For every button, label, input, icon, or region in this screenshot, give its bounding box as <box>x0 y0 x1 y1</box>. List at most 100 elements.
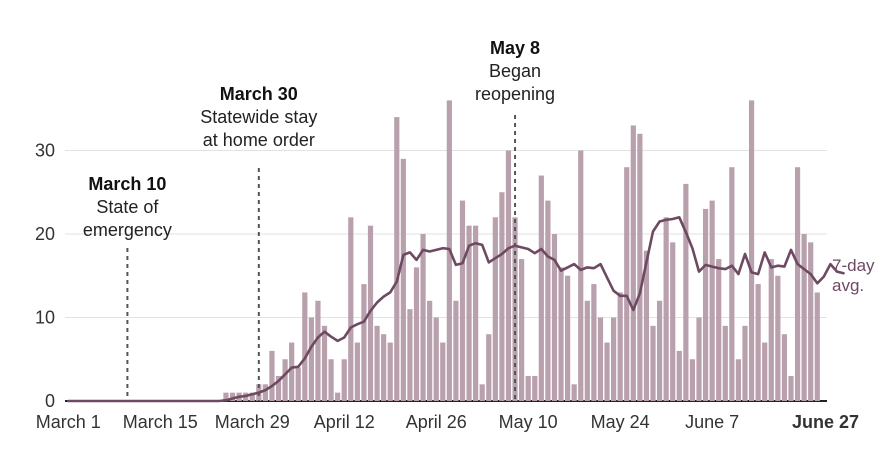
bar <box>676 350 682 401</box>
bar <box>742 325 748 401</box>
bar <box>499 192 505 401</box>
bar <box>604 342 610 401</box>
annotation-text: State of <box>96 197 159 217</box>
bar <box>433 317 439 401</box>
annotation-text: at home order <box>203 130 315 150</box>
bar <box>814 292 820 401</box>
bar <box>381 334 387 401</box>
bar <box>492 217 498 401</box>
bar <box>249 392 255 401</box>
bar <box>729 167 735 401</box>
bar <box>748 100 755 402</box>
bar <box>367 225 374 401</box>
bar <box>400 158 406 401</box>
bar <box>420 234 426 401</box>
bar <box>571 384 577 401</box>
bar <box>328 359 334 401</box>
bar <box>302 292 308 401</box>
bar <box>624 167 630 401</box>
bar <box>348 217 354 401</box>
x-tick-label: April 26 <box>406 412 467 432</box>
bar <box>735 359 742 401</box>
bar <box>295 367 301 401</box>
bar <box>282 359 288 401</box>
bar <box>440 342 446 401</box>
bar <box>584 300 590 401</box>
bar <box>768 259 774 401</box>
avg-line <box>67 216 845 403</box>
bar <box>538 175 544 401</box>
bar <box>354 342 360 401</box>
avg-label: 7-day avg. <box>832 256 875 295</box>
y-tick-label: 10 <box>35 308 55 328</box>
x-tick-label: June 7 <box>685 412 739 432</box>
bar <box>269 350 275 401</box>
bar <box>656 300 663 401</box>
x-tick-label: April 12 <box>314 412 375 432</box>
bar <box>610 317 617 401</box>
bar <box>755 284 761 401</box>
bar <box>591 284 597 401</box>
bar <box>801 234 807 401</box>
annotation-title: May 8 <box>490 38 540 58</box>
annotation-title: March 10 <box>88 174 166 194</box>
x-tick-label: May 24 <box>591 412 650 432</box>
y-tick-label: 20 <box>35 224 55 244</box>
bar <box>643 250 650 401</box>
bar <box>722 325 728 401</box>
bar <box>650 325 656 401</box>
bar <box>407 309 413 401</box>
y-tick-label: 0 <box>45 391 55 411</box>
bar <box>663 217 669 401</box>
annotations: March 10 State of emergency March 30 Statewi… <box>83 38 555 240</box>
bar <box>427 300 433 401</box>
annotation-text: Statewide stay <box>200 107 317 127</box>
bar <box>689 359 696 401</box>
bar <box>315 300 321 401</box>
bars <box>223 100 820 402</box>
avg-line-group <box>67 216 845 403</box>
bar <box>617 292 623 401</box>
bar <box>808 242 814 401</box>
bar <box>505 150 512 401</box>
bar <box>670 242 676 401</box>
x-tick-label: June 27 <box>792 412 859 432</box>
bar <box>683 183 689 401</box>
bar <box>545 200 551 401</box>
bar <box>762 342 768 401</box>
bar <box>479 384 485 401</box>
bar <box>262 384 268 401</box>
bar <box>597 317 604 401</box>
bar <box>289 342 295 401</box>
bar <box>781 334 788 401</box>
bar <box>335 392 341 401</box>
bar <box>229 392 236 401</box>
bar <box>459 200 466 401</box>
y-tick-label: 30 <box>35 141 55 161</box>
bar <box>453 300 459 401</box>
bar <box>341 359 347 401</box>
bar <box>473 225 479 401</box>
x-tick-label: May 10 <box>499 412 558 432</box>
bar <box>558 267 564 401</box>
bar <box>716 259 722 401</box>
bar <box>394 117 400 401</box>
bar <box>637 133 643 402</box>
bar <box>413 267 420 401</box>
bar <box>308 317 314 401</box>
bar <box>486 334 492 401</box>
bar <box>466 225 472 401</box>
avg-label-line: 7-day <box>832 256 875 275</box>
bar <box>223 392 229 401</box>
bar <box>578 150 584 401</box>
bar <box>551 234 558 401</box>
avg-label-line: avg. <box>832 276 864 295</box>
bar <box>794 167 801 401</box>
bar <box>532 375 538 401</box>
bar <box>321 325 328 401</box>
bar <box>630 125 636 401</box>
bar <box>374 325 380 401</box>
bar <box>519 259 525 401</box>
bar <box>702 208 709 401</box>
